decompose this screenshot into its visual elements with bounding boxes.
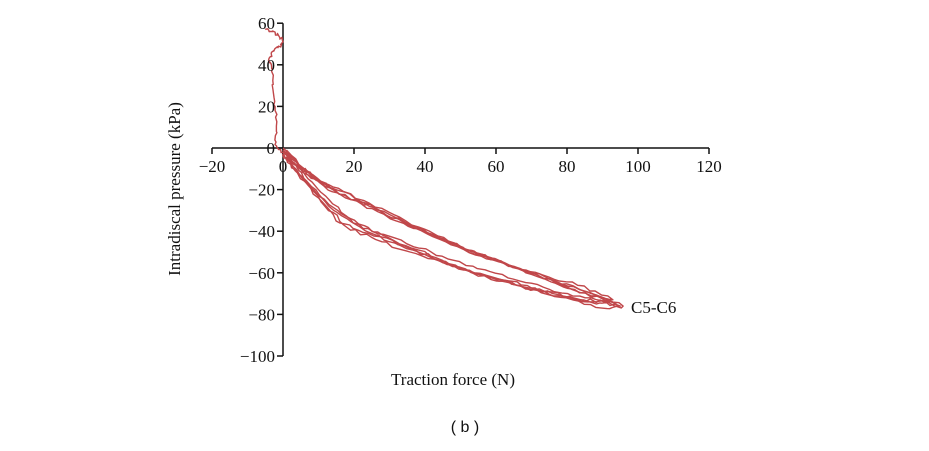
series-line (282, 149, 611, 304)
x-tick-label: 80 (559, 157, 576, 176)
y-tick-label: 20 (258, 97, 275, 116)
x-tick-label: 0 (279, 157, 288, 176)
y-tick-label: −20 (248, 181, 275, 200)
x-tick-label: 40 (417, 157, 434, 176)
y-tick-label: −100 (240, 347, 275, 366)
series-annotation: C5-C6 (631, 298, 676, 317)
axes (211, 22, 710, 357)
y-tick-label: −40 (248, 222, 275, 241)
x-tick-label: 120 (696, 157, 722, 176)
x-axis-label: Traction force (N) (391, 370, 515, 389)
y-axis-label: Intradiscal pressure (kPa) (165, 102, 184, 276)
y-tick-label: −60 (248, 264, 275, 283)
series-line (285, 149, 617, 307)
panel-label: ( b ) (451, 419, 479, 436)
x-tick-label: 100 (625, 157, 651, 176)
y-tick-label: 40 (258, 56, 275, 75)
series-lines (265, 28, 624, 310)
x-tick-label: 60 (488, 157, 505, 176)
y-tick-label: 60 (258, 14, 275, 33)
y-tick-label: −80 (248, 305, 275, 324)
y-tick-label: 0 (267, 139, 276, 158)
x-tick-label: 20 (346, 157, 363, 176)
x-tick-label: −20 (199, 157, 226, 176)
series-line (282, 149, 624, 310)
tick-labels: −20 0 20 40 60 80 100 1206040200−20−40−60−80−10… (199, 14, 722, 366)
